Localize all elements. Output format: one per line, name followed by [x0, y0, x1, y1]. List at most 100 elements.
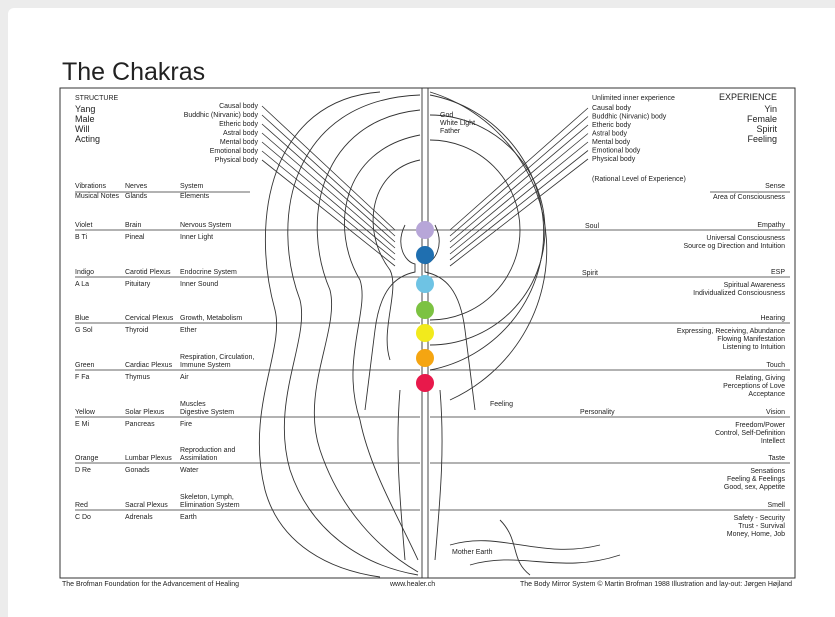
left-line: Acting [75, 134, 100, 144]
body-right: Causal body [592, 105, 631, 112]
color-name: Violet [75, 222, 92, 229]
system: Digestive System [180, 409, 234, 416]
chakra-dot [416, 301, 434, 319]
gland: Pancreas [125, 421, 155, 428]
center-label: Spirit [582, 270, 598, 277]
body-left: Emotional body [210, 148, 259, 155]
sense: Vision [766, 409, 785, 416]
note: A La [75, 281, 89, 288]
sense: Hearing [760, 315, 785, 322]
column-head: Musical Notes [75, 193, 119, 200]
experience: Trust - Survival [738, 523, 785, 530]
column-head: Vibrations [75, 183, 107, 190]
center-label: Father [440, 128, 461, 135]
sense: Smell [767, 502, 785, 509]
experience: Perceptions of Love [723, 383, 785, 390]
experience: Relating, Giving [736, 375, 786, 382]
center-label: Personality [580, 409, 615, 416]
element: Inner Sound [180, 281, 218, 288]
note: D Re [75, 467, 91, 474]
body-right: Astral body [592, 131, 628, 138]
body-right: Etheric body [592, 122, 631, 129]
column-head: Sense [765, 183, 785, 190]
nerve: Carotid Plexus [125, 269, 171, 276]
element: Water [180, 467, 199, 474]
element: Fire [180, 421, 192, 428]
system: Skeleton, Lymph, [180, 494, 234, 501]
body-right: Physical body [592, 156, 636, 163]
nerve: Cervical Plexus [125, 315, 174, 322]
body-left: Physical body [215, 157, 259, 164]
note: C Do [75, 514, 91, 521]
color-name: Indigo [75, 269, 94, 276]
system: Reproduction and [180, 447, 235, 454]
footer: The Body Mirror System © Martin Brofman … [520, 580, 792, 588]
element: Earth [180, 514, 197, 521]
body-left: Buddhic (Nirvanic) body [184, 112, 259, 119]
right-line: Feeling [747, 134, 777, 144]
body-right-top: Unlimited inner experience [592, 95, 675, 102]
system: Nervous System [180, 222, 232, 229]
left-line: Will [75, 124, 90, 134]
right-line: Yin [764, 104, 777, 114]
nerve: Cardiac Plexus [125, 362, 173, 369]
experience: Good, sex, Appetite [724, 484, 785, 491]
sense: Empathy [757, 222, 785, 229]
experience: Spiritual Awareness [724, 282, 786, 289]
experience: Flowing Manifestation [717, 336, 785, 343]
experience: Freedom/Power [735, 422, 785, 429]
rule [450, 159, 588, 266]
center-label: Soul [585, 223, 599, 230]
right-heading: EXPERIENCE [719, 92, 777, 102]
experience: Safety - Security [734, 515, 786, 522]
system: Assimilation [180, 455, 217, 462]
right-line: Spirit [756, 124, 777, 134]
chakra-dot [416, 246, 434, 264]
color-name: Red [75, 502, 88, 509]
rule [262, 133, 395, 248]
experience: Money, Home, Job [727, 531, 785, 538]
experience: Universal Consciousness [706, 235, 785, 242]
rule [262, 124, 395, 242]
experience: Source og Direction and Intuition [683, 243, 785, 250]
body-left: Etheric body [219, 121, 258, 128]
title: The Chakras [62, 58, 205, 86]
left-line: Male [75, 114, 95, 124]
experience: Control, Self-Definition [715, 430, 785, 437]
gland: Thyroid [125, 327, 148, 334]
chakra-dot [416, 374, 434, 392]
chakra-dot [416, 349, 434, 367]
system: Respiration, Circulation, [180, 354, 254, 361]
left-line: Yang [75, 104, 95, 114]
center-label: Feeling [490, 401, 513, 408]
body-right: Emotional body [592, 148, 641, 155]
body-right-bottom: (Rational Level of Experience) [592, 176, 686, 183]
system: Growth, Metabolism [180, 315, 242, 322]
gland: Gonads [125, 467, 150, 474]
sense: ESP [771, 269, 785, 276]
rule [450, 134, 588, 249]
column-head: Nerves [125, 183, 148, 190]
note: E Mi [75, 421, 89, 428]
chakra-dot [416, 221, 434, 239]
element: Inner Light [180, 234, 213, 241]
note: F Fa [75, 374, 89, 381]
body-left: Causal body [219, 103, 258, 110]
system: Endocrine System [180, 269, 237, 276]
note: B Ti [75, 234, 88, 241]
left-heading: STRUCTURE [75, 95, 118, 102]
system: Immune System [180, 362, 231, 369]
experience: Sensations [750, 468, 785, 475]
experience: Feeling & Feelings [727, 476, 785, 483]
column-head: System [180, 183, 204, 190]
rule [262, 106, 395, 230]
sense: Touch [766, 362, 785, 369]
nerve: Solar Plexus [125, 409, 165, 416]
diagram: The Chakras STRUCTURE YangMaleWillActing E… [0, 0, 835, 617]
body-right: Mental body [592, 139, 631, 146]
column-head: Area of Consciousness [713, 194, 785, 201]
color-name: Blue [75, 315, 89, 322]
gland: Pituitary [125, 281, 151, 288]
chakra-dot [416, 275, 434, 293]
nerve: Lumbar Plexus [125, 455, 172, 462]
